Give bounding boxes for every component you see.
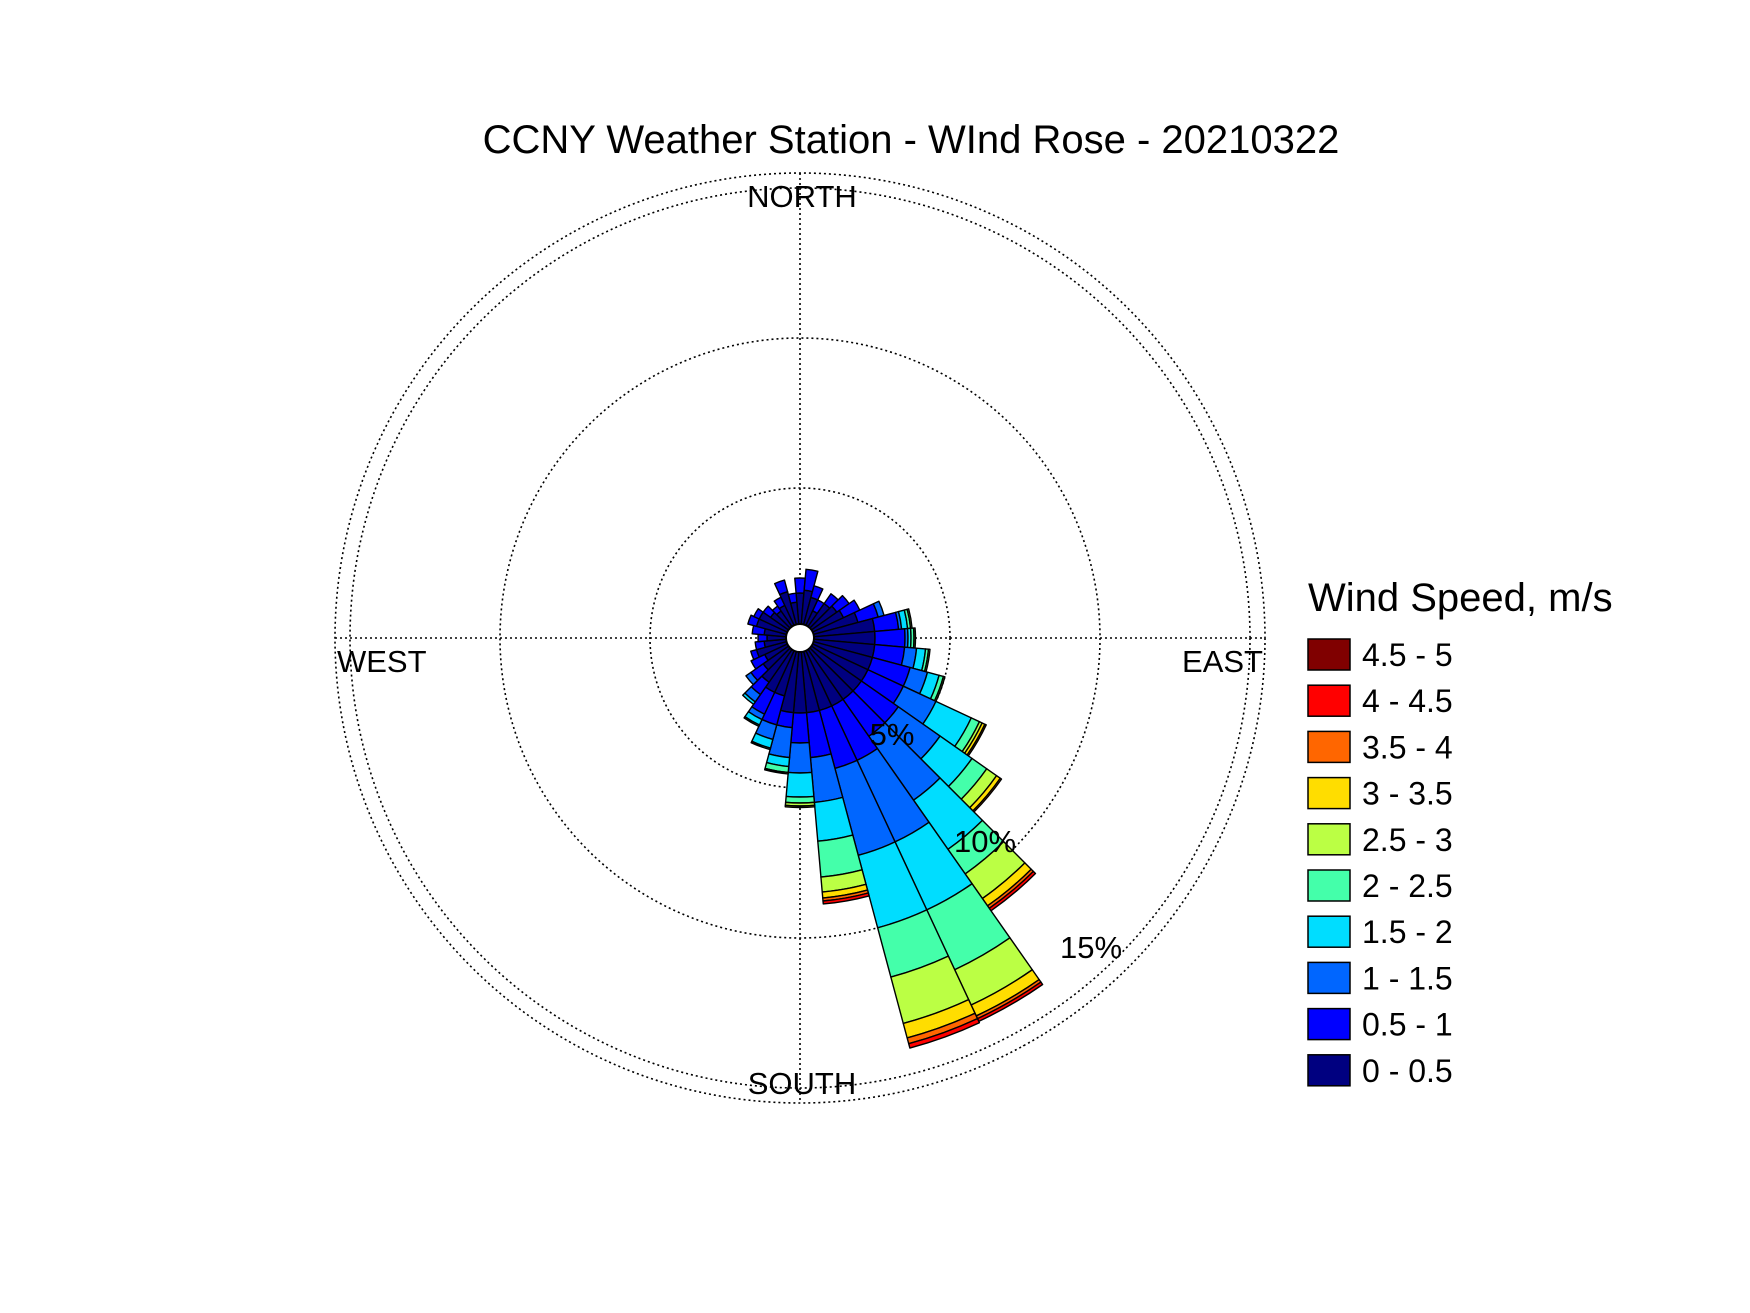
bar-segment-dir190-bin5 <box>763 767 789 775</box>
legend-label-5: 2.5 - 3 <box>1362 822 1453 858</box>
west-label: WEST <box>337 644 427 679</box>
bar-segment-dir250-bin1 <box>750 648 760 661</box>
legend-swatch-6 <box>1307 776 1351 810</box>
bar-segment-dir160-bin8 <box>908 1017 981 1049</box>
south-label: SOUTH <box>748 1066 857 1101</box>
bar-segment-dir220-bin3 <box>742 692 756 706</box>
legend-swatch-5 <box>1307 823 1351 856</box>
legend-swatch-7 <box>1307 730 1351 764</box>
bar-segment-dir260-bin1 <box>754 640 766 651</box>
legend-label-3: 1.5 - 2 <box>1362 914 1453 950</box>
bar-segment-dir210-bin4 <box>743 715 761 728</box>
legend: 4.5 - 5 4 - 4.5 3.5 - 4 3 - 3.5 2.5 - 3 2 - 2… <box>1307 637 1453 1089</box>
chart-title: CCNY Weather Station - WInd Rose - 20210… <box>483 118 1340 162</box>
north-label: NORTH <box>747 179 857 214</box>
legend-label-4: 2 - 2.5 <box>1362 868 1453 904</box>
bar-segment-dir230-bin2 <box>745 671 759 686</box>
polar-grid <box>334 172 1266 1104</box>
legend-title: Wind Speed, m/s <box>1308 576 1613 620</box>
ring-label-10: 10% <box>954 824 1016 859</box>
bar-segment-dir180-bin2 <box>787 741 813 774</box>
legend-label-6: 3 - 3.5 <box>1362 776 1453 812</box>
bar-segment-dir180-bin6 <box>784 804 816 809</box>
legend-label-2: 1 - 1.5 <box>1362 960 1453 996</box>
legend-swatch-1 <box>1307 1007 1351 1041</box>
bar-segment-dir350-bin1 <box>787 592 798 604</box>
east-label: EAST <box>1182 644 1263 679</box>
legend-swatch-2 <box>1307 961 1351 995</box>
wind-rose-bars <box>742 568 1044 1049</box>
legend-swatch-8 <box>1307 684 1351 717</box>
legend-label-9: 4.5 - 5 <box>1362 637 1453 673</box>
bar-segment-dir20-bin1 <box>810 585 824 601</box>
legend-label-7: 3.5 - 4 <box>1362 729 1453 765</box>
legend-swatch-3 <box>1307 915 1351 948</box>
legend-label-8: 4 - 4.5 <box>1362 683 1453 719</box>
bar-segment-dir10-bin1 <box>803 568 819 593</box>
center-hole <box>785 623 815 653</box>
legend-label-0: 0 - 0.5 <box>1362 1053 1453 1089</box>
bar-segment-dir180-bin3 <box>785 771 815 798</box>
bar-segment-dir310-bin1 <box>762 605 776 619</box>
bar-segment-dir200-bin4 <box>750 740 772 751</box>
legend-swatch-4 <box>1307 869 1351 902</box>
bar-segment-dir90-bin5 <box>912 627 917 649</box>
bar-segment-dir300-bin1 <box>753 608 764 620</box>
bar-segment-dir240-bin1 <box>750 653 769 670</box>
bar-segment-dir170-bin8 <box>822 892 870 905</box>
legend-swatch-9 <box>1307 638 1351 671</box>
legend-label-1: 0.5 - 1 <box>1362 1007 1453 1043</box>
ring-label-15: 15% <box>1060 930 1122 965</box>
bar-segment-dir340-bin1 <box>773 579 789 596</box>
ring-label-5: 5% <box>870 717 915 752</box>
legend-swatch-0 <box>1307 1054 1351 1087</box>
